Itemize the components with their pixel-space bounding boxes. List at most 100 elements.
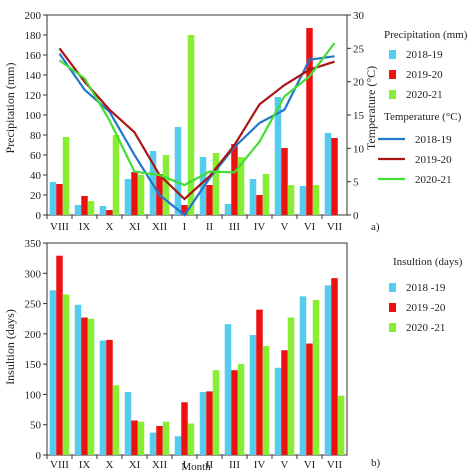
insolation-bar — [74, 304, 82, 455]
y-tick-label: 0 — [36, 210, 42, 222]
y-tick-label: 60 — [30, 150, 42, 162]
y-tick-label: 0 — [36, 450, 42, 462]
y-tick-label: 140 — [25, 70, 42, 82]
legend-swatch — [389, 50, 396, 59]
x-tick-label: III — [229, 459, 240, 471]
insolation-bar — [199, 392, 207, 455]
x-tick-label: XII — [152, 459, 168, 471]
insolation-bar — [224, 324, 232, 455]
insolation-bar — [162, 421, 170, 455]
precipitation-bar — [262, 174, 270, 215]
insolation-bar — [256, 309, 263, 455]
precipitation-bar — [249, 179, 257, 215]
precipitation-bar — [106, 210, 113, 215]
precipitation-bar — [306, 28, 313, 215]
legend-insolation-title: Insultion (days) — [393, 256, 463, 268]
y-tick-label: 50 — [30, 420, 42, 432]
panel-a-axes — [46, 14, 348, 216]
precipitation-bar — [187, 35, 195, 215]
legend-label: 2020 -21 — [406, 322, 445, 334]
precipitation-bar — [312, 185, 320, 215]
legend-label: 2018 -19 — [406, 282, 446, 294]
legend-label: 2019-20 — [406, 69, 443, 81]
y2-tick-label: 5 — [353, 177, 359, 189]
legend-label: 2019 -20 — [406, 302, 446, 314]
x-tick-label: IV — [254, 459, 266, 471]
y-tick-label: 120 — [25, 90, 42, 102]
insolation-bar — [181, 402, 188, 455]
panel-b-label: b) — [371, 457, 381, 469]
x-tick-label: VI — [304, 459, 316, 471]
insolation-bar — [299, 296, 307, 455]
precipitation-bar — [81, 196, 88, 215]
legend-swatch — [389, 90, 396, 99]
legend-temperature-title: Temperature (°C) — [384, 111, 462, 123]
y-tick-label: 300 — [25, 268, 42, 280]
precipitation-bar — [74, 205, 82, 215]
insolation-bar — [312, 299, 320, 455]
insolation-bar — [56, 255, 63, 455]
y-tick-label: 100 — [25, 110, 42, 122]
precipitation-bar — [174, 127, 182, 215]
insolation-bar — [231, 370, 238, 455]
x-tick-label: VII — [327, 459, 343, 471]
precipitation-bar — [231, 144, 238, 215]
x-tick-label: VIII — [50, 221, 69, 233]
panel-a-frame — [46, 14, 348, 216]
legend-label: 2020-21 — [415, 174, 452, 186]
insolation-bar — [124, 392, 132, 455]
x-tick-label: II — [206, 221, 214, 233]
x-tick-label: I — [183, 459, 187, 471]
y2-tick-label: 10 — [353, 143, 365, 155]
x-tick-label: VII — [327, 221, 343, 233]
precipitation-bar — [324, 133, 332, 215]
panel-a-y-axis-label: Precipitation (mm) — [3, 63, 17, 154]
precipitation-bar — [287, 185, 295, 215]
x-tick-label: XI — [129, 221, 141, 233]
legend-label: 2019-20 — [415, 154, 452, 166]
x-tick-label: VI — [304, 221, 316, 233]
y-tick-label: 150 — [25, 359, 42, 371]
precipitation-bar — [62, 137, 70, 215]
x-tick-label: V — [281, 459, 289, 471]
precipitation-bar — [87, 201, 95, 215]
legend-label: 2018-19 — [406, 49, 443, 61]
y2-tick-label: 0 — [353, 210, 359, 222]
y-tick-label: 80 — [30, 130, 42, 142]
x-tick-label: V — [281, 221, 289, 233]
panel-b-x-ticks: VIII IX X XI XII I II III IV V VI VII — [46, 455, 343, 471]
insolation-bar — [62, 294, 70, 455]
y2-tick-label: 20 — [353, 77, 365, 89]
legend-label: 2020-21 — [406, 89, 443, 101]
y-tick-label: 100 — [25, 389, 42, 401]
legend-swatch — [389, 283, 396, 292]
x-tick-label: X — [106, 221, 114, 233]
panel-b-y-axis-label: Insultion (days) — [3, 309, 17, 385]
x-tick-label: VIII — [50, 459, 69, 471]
precipitation-bar — [137, 175, 145, 215]
insolation-bar — [331, 278, 338, 455]
insolation-bar — [287, 317, 295, 455]
insolation-bar — [324, 285, 332, 455]
insolation-bar — [156, 425, 163, 455]
panel-b-legend: Insultion (days) 2018 -19 2019 -20 2020 -2… — [389, 256, 463, 334]
insolation-bar — [206, 391, 213, 455]
precipitation-temperature-chart: 0 20 40 60 80 100 120 140 160 180 200 0 5 10 15 20 25 30… — [3, 10, 380, 233]
insolation-bar — [149, 432, 157, 455]
panel-a-y2-ticks: 0 5 10 15 20 25 30 — [347, 10, 365, 222]
insolation-bar — [106, 339, 113, 455]
insolation-bar — [49, 290, 57, 455]
legend-precipitation-title: Precipitation (mm) — [384, 29, 468, 41]
insolation-bar — [249, 335, 257, 455]
x-tick-label: IX — [79, 221, 91, 233]
legend-label: 2018-19 — [415, 134, 452, 146]
x-tick-label: IX — [79, 459, 91, 471]
insolation-bar — [174, 436, 182, 455]
y-tick-label: 350 — [25, 238, 42, 250]
insolation-bar — [274, 367, 282, 455]
y-tick-label: 250 — [25, 299, 42, 311]
panel-b-bars — [49, 255, 345, 455]
x-tick-label: IV — [254, 221, 266, 233]
insolation-bar — [131, 420, 138, 455]
